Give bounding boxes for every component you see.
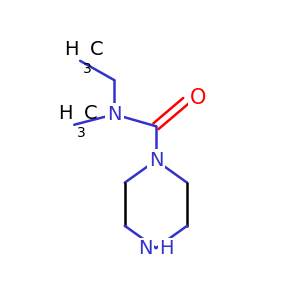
Text: H: H [58,104,73,123]
Text: N: N [139,238,153,258]
Text: N: N [107,105,122,124]
Text: N: N [149,151,163,170]
Text: 3: 3 [82,62,91,76]
Text: O: O [190,88,206,108]
Text: H: H [159,238,173,258]
Text: 3: 3 [76,126,85,140]
Text: C: C [90,40,104,59]
Text: H: H [64,40,79,59]
Text: C: C [84,104,98,123]
